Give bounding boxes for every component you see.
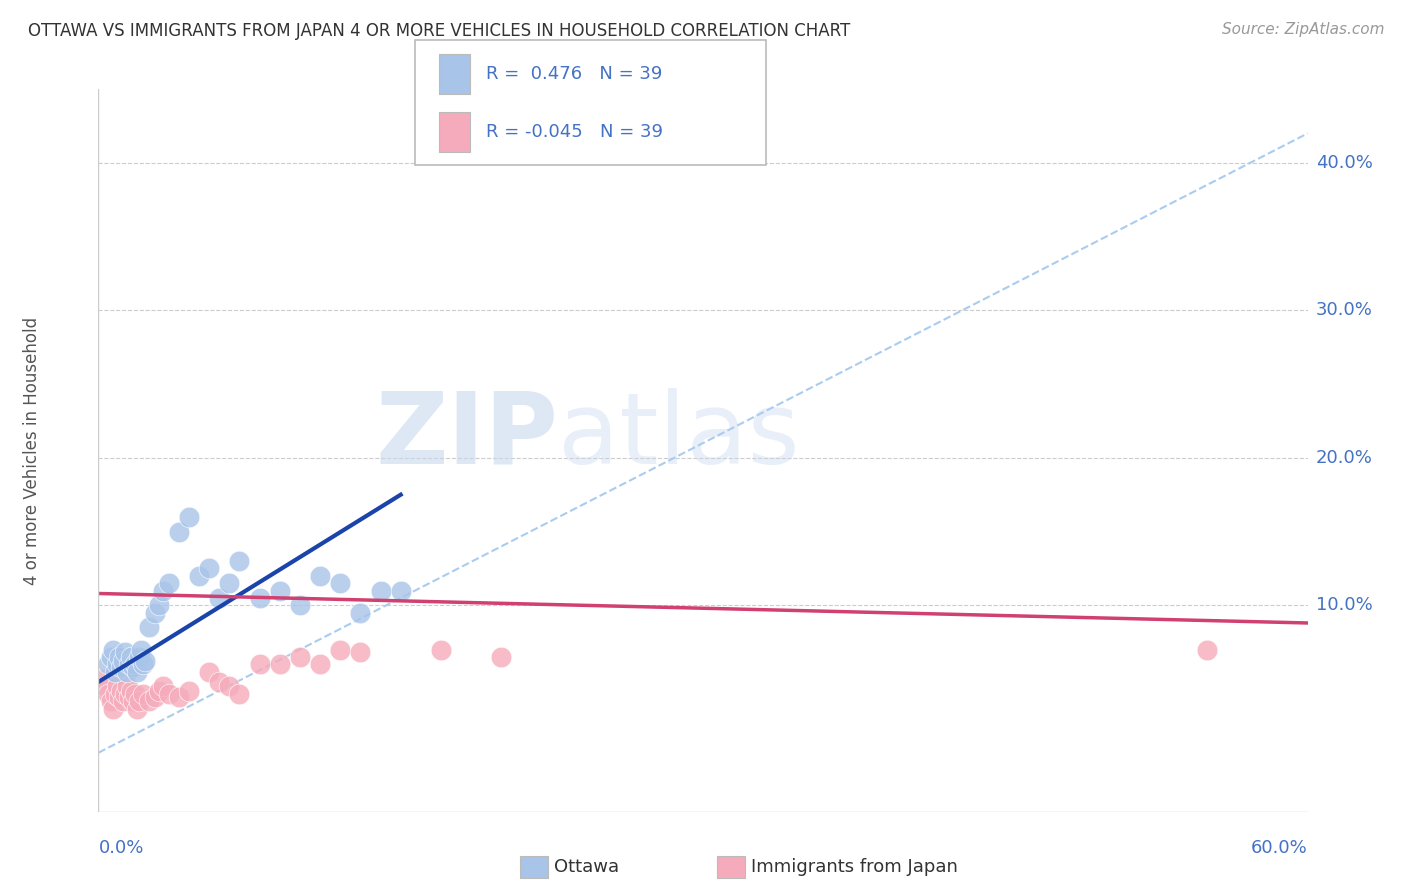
- Point: [370, 583, 392, 598]
- Point: [288, 599, 311, 613]
- Text: 60.0%: 60.0%: [1251, 839, 1308, 857]
- Text: OTTAWA VS IMMIGRANTS FROM JAPAN 4 OR MORE VEHICLES IN HOUSEHOLD CORRELATION CHAR: OTTAWA VS IMMIGRANTS FROM JAPAN 4 OR MOR…: [28, 22, 851, 40]
- Point: [128, 694, 150, 708]
- Point: [188, 569, 211, 583]
- Point: [349, 606, 371, 620]
- Point: [124, 687, 146, 701]
- Point: [1195, 642, 1218, 657]
- Point: [134, 654, 156, 668]
- Point: [198, 665, 221, 679]
- Point: [114, 645, 136, 659]
- Point: [228, 687, 250, 701]
- Point: [120, 683, 142, 698]
- Point: [143, 690, 166, 704]
- Text: R =  0.476   N = 39: R = 0.476 N = 39: [486, 65, 662, 83]
- Point: [111, 694, 134, 708]
- Point: [97, 657, 120, 672]
- Point: [329, 576, 352, 591]
- Point: [120, 649, 142, 664]
- Point: [208, 675, 231, 690]
- Point: [152, 679, 174, 693]
- Text: 30.0%: 30.0%: [1316, 301, 1372, 319]
- Point: [132, 657, 155, 672]
- Point: [152, 583, 174, 598]
- Text: Source: ZipAtlas.com: Source: ZipAtlas.com: [1222, 22, 1385, 37]
- Point: [132, 687, 155, 701]
- Point: [157, 687, 180, 701]
- Point: [138, 620, 160, 634]
- Point: [288, 649, 311, 664]
- Text: Immigrants from Japan: Immigrants from Japan: [751, 858, 957, 876]
- Text: atlas: atlas: [558, 387, 800, 484]
- Point: [349, 645, 371, 659]
- Point: [93, 672, 115, 686]
- Text: 40.0%: 40.0%: [1316, 154, 1372, 172]
- Point: [105, 657, 128, 672]
- Point: [97, 687, 120, 701]
- Point: [124, 657, 146, 672]
- Point: [121, 694, 143, 708]
- Point: [179, 509, 201, 524]
- Point: [249, 657, 271, 672]
- Point: [111, 654, 134, 668]
- Point: [389, 583, 412, 598]
- Point: [118, 657, 141, 672]
- Point: [249, 591, 271, 605]
- Point: [167, 524, 190, 539]
- Point: [110, 660, 132, 674]
- Point: [157, 576, 180, 591]
- Point: [114, 687, 136, 701]
- Point: [121, 660, 143, 674]
- Point: [228, 554, 250, 568]
- Point: [430, 642, 453, 657]
- Text: Ottawa: Ottawa: [554, 858, 619, 876]
- Text: 4 or more Vehicles in Household: 4 or more Vehicles in Household: [22, 317, 41, 584]
- Point: [491, 649, 513, 664]
- Point: [198, 561, 221, 575]
- Point: [115, 679, 138, 693]
- Point: [309, 569, 332, 583]
- Text: R = -0.045   N = 39: R = -0.045 N = 39: [486, 123, 664, 141]
- Point: [129, 642, 152, 657]
- Point: [148, 683, 170, 698]
- Point: [96, 679, 118, 693]
- Point: [100, 649, 122, 664]
- Point: [179, 683, 201, 698]
- Point: [208, 591, 231, 605]
- Point: [118, 690, 141, 704]
- Point: [218, 679, 240, 693]
- Point: [101, 642, 124, 657]
- Point: [107, 649, 129, 664]
- Point: [110, 683, 132, 698]
- Text: 10.0%: 10.0%: [1316, 596, 1372, 615]
- Text: 20.0%: 20.0%: [1316, 449, 1372, 467]
- Point: [167, 690, 190, 704]
- Point: [143, 606, 166, 620]
- Point: [309, 657, 332, 672]
- Point: [107, 690, 129, 704]
- Text: ZIP: ZIP: [375, 387, 558, 484]
- Point: [269, 583, 291, 598]
- Point: [103, 665, 125, 679]
- Point: [138, 694, 160, 708]
- Point: [329, 642, 352, 657]
- Text: 0.0%: 0.0%: [98, 839, 143, 857]
- Point: [148, 599, 170, 613]
- Point: [125, 701, 148, 715]
- Point: [101, 701, 124, 715]
- Point: [269, 657, 291, 672]
- Point: [128, 649, 150, 664]
- Point: [218, 576, 240, 591]
- Point: [100, 694, 122, 708]
- Point: [103, 687, 125, 701]
- Point: [125, 665, 148, 679]
- Point: [115, 665, 138, 679]
- Point: [105, 679, 128, 693]
